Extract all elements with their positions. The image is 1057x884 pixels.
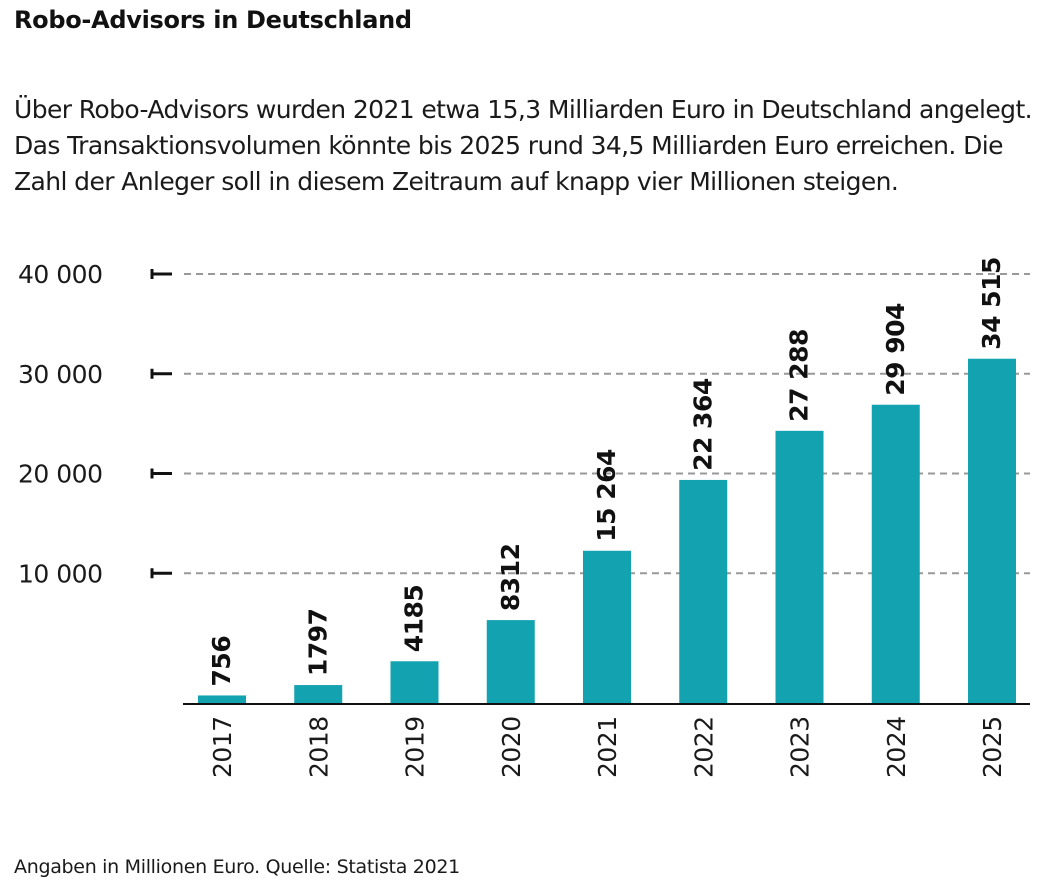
bar-2022 [679, 479, 728, 703]
y-tick-label-40000: 40 000 [18, 260, 102, 289]
value-label-2025: 34 515 [977, 257, 1006, 350]
chart-description: Über Robo-Advisors wurden 2021 etwa 15,3… [14, 95, 1033, 196]
value-label-2023: 27 288 [785, 329, 814, 422]
x-tick-label-2021: 2021 [593, 716, 622, 778]
x-tick-label-2017: 2017 [208, 716, 237, 778]
value-label-2024: 29 904 [881, 303, 910, 396]
value-label-2019: 4185 [400, 585, 429, 653]
bar-2018 [294, 685, 343, 703]
bar-2021 [583, 550, 631, 703]
bar-2017 [198, 695, 246, 703]
chart-title: Robo-Advisors in Deutschland [14, 6, 412, 34]
x-axis: 2017 2018 2019 2020 2021 2022 2023 2024 2025 [183, 703, 1030, 778]
value-labels: 756 1797 4185 8312 15 264 22 364 27 288 29 904 3… [207, 257, 1006, 686]
x-tick-label-2022: 2022 [689, 716, 718, 778]
value-label-2020: 8312 [496, 544, 525, 612]
bar-2024 [871, 404, 920, 703]
x-tick-label-2023: 2023 [786, 716, 815, 778]
source-note: Angaben in Millionen Euro. Quelle: Stati… [14, 856, 460, 878]
y-tick-label-20000: 20 000 [18, 460, 102, 489]
bar-2020 [486, 620, 535, 703]
y-axis: 10 000 20 000 30 000 40 000 [18, 260, 172, 588]
x-tick-label-2020: 2020 [497, 716, 526, 778]
y-tick-label-30000: 30 000 [18, 360, 102, 389]
x-tick-label-2019: 2019 [401, 716, 430, 778]
value-label-2018: 1797 [303, 608, 332, 676]
y-tick-label-10000: 10 000 [18, 559, 102, 588]
x-tick-label-2025: 2025 [978, 716, 1007, 778]
value-label-2022: 22 364 [688, 378, 717, 471]
bar-2019 [390, 661, 439, 703]
bar-2025 [968, 358, 1016, 703]
value-label-2021: 15 264 [592, 449, 621, 542]
x-tick-label-2024: 2024 [882, 716, 911, 778]
value-label-2017: 756 [207, 636, 236, 687]
bar-2023 [775, 430, 824, 703]
bars [198, 358, 1016, 703]
x-tick-label-2018: 2018 [304, 716, 333, 778]
